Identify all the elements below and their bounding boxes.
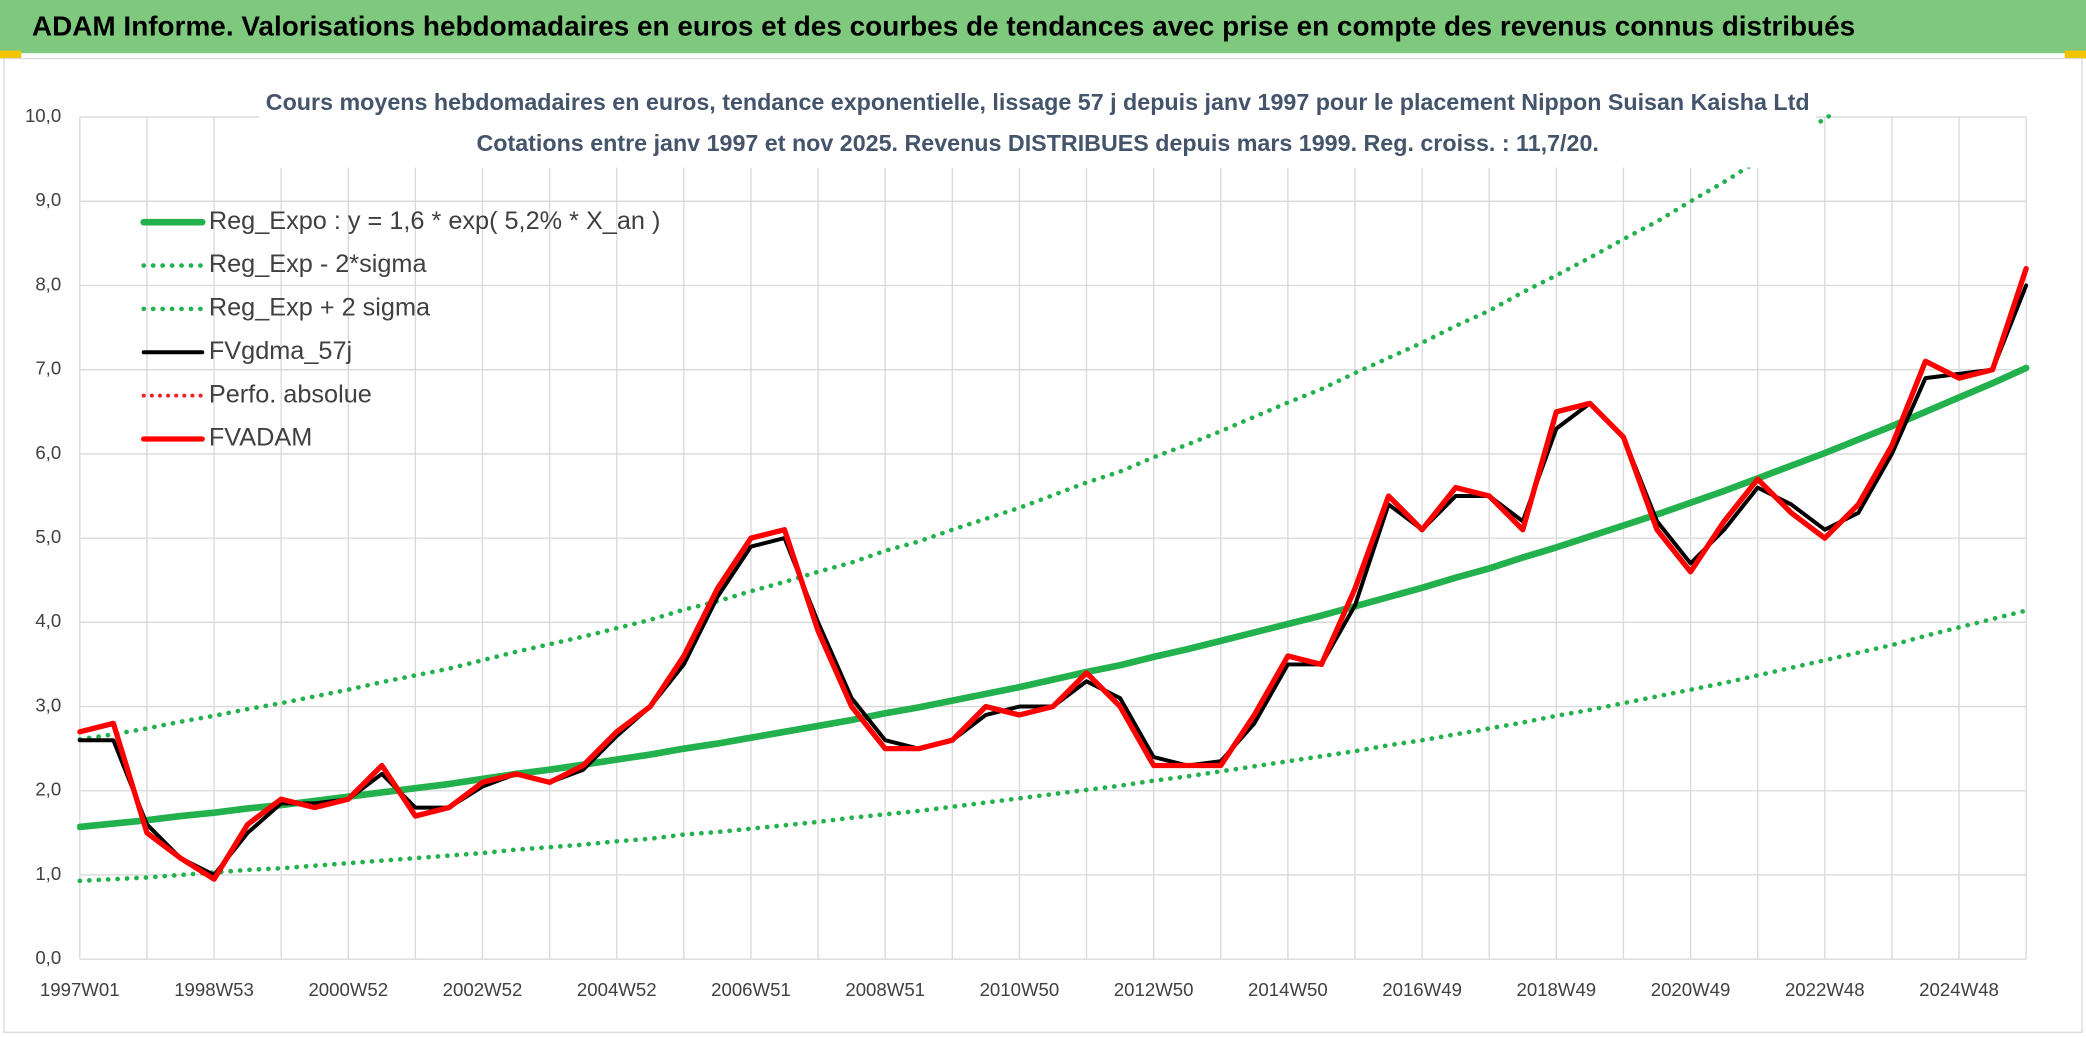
frame: [3, 57, 2083, 1034]
x-tick-label: 1998W53: [174, 979, 254, 1000]
x-tick-label: 2006W51: [711, 979, 791, 1000]
y-tick-label: 2,0: [35, 779, 61, 800]
x-tick-label: 2020W49: [1651, 979, 1731, 1000]
corner: [2064, 50, 2086, 59]
x-tick-label: 2012W50: [1114, 979, 1194, 1000]
legend-label: FVgdma_57j: [209, 337, 352, 365]
corner: [0, 50, 22, 59]
x-tick-label: 2016W49: [1382, 979, 1462, 1000]
series-line: [77, 265, 2029, 882]
page-title: ADAM Informe. Valorisations hebdomadaire…: [32, 10, 1855, 41]
legend: Reg_Expo : y = 1,6 * exp( 5,2% * X_an ) R…: [140, 207, 661, 452]
x-tick-label: 2024W48: [1919, 979, 1999, 1000]
header-band: [0, 0, 2086, 54]
title-box: [259, 79, 1816, 168]
series-line: [77, 114, 1836, 742]
legend-label: FVADAM: [209, 424, 312, 452]
y-tick-label: 4,0: [35, 610, 61, 631]
legend-label: Perfo. absolue: [209, 380, 372, 408]
x-tick-label: 2004W52: [577, 979, 657, 1000]
y-tick-label: 1,0: [35, 863, 61, 884]
legend-label: Reg_Exp + 2 sigma: [209, 294, 431, 322]
series-line: [77, 608, 2029, 884]
x-tick-label: 2018W49: [1516, 979, 1596, 1000]
chart-subtitle: Cotations entre janv 1997 et nov 2025. R…: [476, 130, 1598, 156]
series-line: [77, 364, 2030, 831]
x-tick-label: 2008W51: [845, 979, 925, 1000]
x-tick-label: 2000W52: [308, 979, 388, 1000]
x-tick-label: 2022W48: [1785, 979, 1865, 1000]
chart-title: Cours moyens hebdomadaires en euros, ten…: [266, 89, 1810, 115]
x-tick-label: 1997W01: [40, 979, 120, 1000]
y-tick-label: 3,0: [35, 694, 61, 715]
y-tick-label: 5,0: [35, 526, 61, 547]
x-tick-label: 2002W52: [443, 979, 523, 1000]
x-tick-label: 2014W50: [1248, 979, 1328, 1000]
legend-label: Reg_Exp - 2*sigma: [209, 250, 428, 278]
legend-label: Reg_Expo : y = 1,6 * exp( 5,2% * X_an ): [209, 207, 661, 235]
y-tick-label: 7,0: [35, 358, 61, 379]
grid: 0,0 1,0 2,0 3,0 4,0 5,0 6,0 7,0 8,0 9,0 10,0 1997W0…: [25, 105, 2027, 1000]
y-tick-label: 9,0: [35, 189, 61, 210]
plot-lines: [77, 114, 2030, 884]
y-tick-label: 10,0: [25, 105, 61, 126]
y-tick-label: 6,0: [35, 442, 61, 463]
y-tick-label: 0,0: [35, 947, 61, 968]
x-tick-label: 2010W50: [980, 979, 1060, 1000]
y-tick-label: 8,0: [35, 273, 61, 294]
